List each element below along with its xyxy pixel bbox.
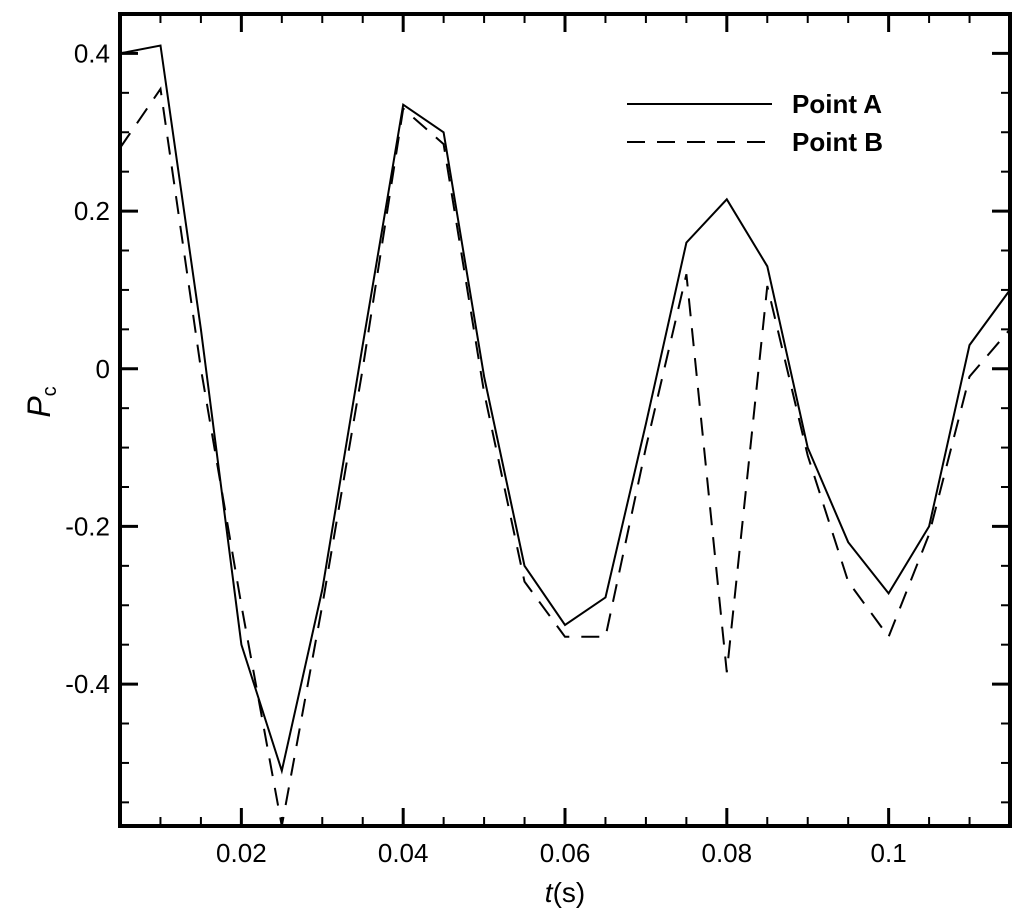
legend-label-point-b: Point B <box>792 127 883 157</box>
y-tick-label: 0.2 <box>74 196 110 226</box>
y-axis-label-main: P <box>21 396 57 418</box>
x-tick-label: 0.06 <box>540 838 591 868</box>
series-line-point-b <box>119 86 1011 827</box>
x-axis-label-main: t <box>545 877 554 908</box>
y-tick-label: -0.2 <box>65 511 110 541</box>
ticks-layer: 0.02 0.04 0.06 0.08 0.1 0.4 0.2 0 -0.2 -0.4 <box>65 13 1011 868</box>
y-axis-label: Pc <box>21 386 61 417</box>
y-tick-label: -0.4 <box>65 669 110 699</box>
legend-label-point-a: Point A <box>792 89 882 119</box>
x-axis-label-unit: (s) <box>553 877 586 908</box>
y-axis-label-sub: c <box>39 386 61 396</box>
x-tick-label: 0.08 <box>702 838 753 868</box>
x-tick-label: 0.02 <box>216 838 267 868</box>
plot-frame <box>118 12 1012 828</box>
x-tick-label: 0.04 <box>378 838 429 868</box>
x-axis-label: t(s) <box>545 877 585 908</box>
y-tick-label: 0 <box>96 354 110 384</box>
series-line-point-a <box>119 44 1011 775</box>
x-tick-label: 0.1 <box>871 838 907 868</box>
y-tick-label: 0.4 <box>74 38 110 68</box>
legend: Point A Point B <box>627 89 883 157</box>
series-layer <box>119 44 1011 827</box>
